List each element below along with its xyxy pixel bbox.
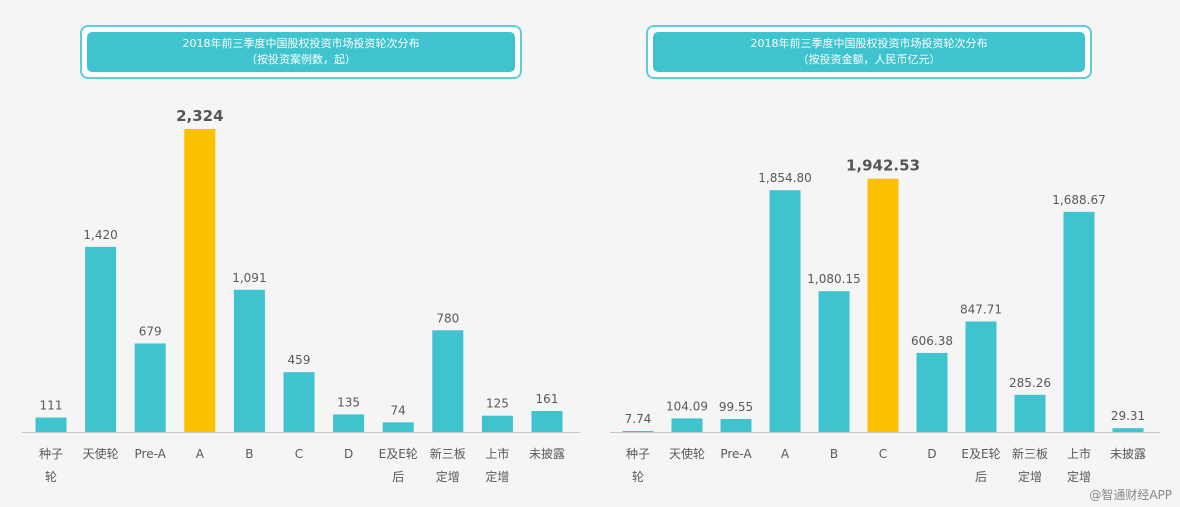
bar-10 (531, 411, 563, 432)
category-label-0-0: 种子 (39, 447, 63, 461)
category-label-4-0: B (830, 447, 838, 461)
chart-subtitle-right: （按投资金额，人民币亿元） (797, 53, 941, 66)
category-label-8-1: 定增 (1018, 469, 1042, 484)
value-label-5: 1,942.53 (846, 157, 920, 175)
bar-9 (1063, 211, 1095, 432)
value-label-0: 111 (40, 399, 63, 413)
value-label-1: 104.09 (666, 399, 708, 413)
chart-title-banner-right: 2018年前三季度中国股权投资市场投资轮次分布 （按投资金额，人民币亿元） (653, 32, 1085, 72)
category-label-0-1: 轮 (45, 470, 57, 484)
bar-6 (333, 414, 365, 432)
chart-title-box-right: 2018年前三季度中国股权投资市场投资轮次分布 （按投资金额，人民币亿元） (646, 25, 1092, 79)
value-label-4: 1,091 (232, 271, 266, 285)
bar-7 (965, 321, 997, 432)
category-label-5-0: C (295, 447, 303, 461)
chart-title-left: 2018年前三季度中国股权投资市场投资轮次分布 (182, 37, 420, 50)
value-label-7: 847.71 (960, 302, 1002, 316)
watermark: @智通财经APP (1089, 488, 1172, 502)
value-label-9: 1,688.67 (1052, 193, 1105, 207)
chart-title-box-left: 2018年前三季度中国股权投资市场投资轮次分布 （按投资案例数，起） (80, 25, 522, 79)
bar-5 (283, 372, 315, 432)
category-label-9-1: 定增 (1067, 469, 1091, 484)
category-label-1-0: 天使轮 (83, 446, 119, 461)
value-label-6: 135 (337, 395, 360, 409)
bar-8 (432, 330, 464, 432)
value-label-5: 459 (288, 353, 311, 367)
value-label-8: 285.26 (1009, 376, 1051, 390)
category-label-7-0: E及E轮 (379, 447, 418, 461)
category-label-0-1: 轮 (632, 470, 644, 484)
category-label-10-0: 未披露 (1110, 447, 1146, 461)
chart-subtitle-left: （按投资案例数，起） (246, 53, 356, 66)
category-label-2-0: Pre-A (135, 447, 167, 461)
value-label-9: 125 (486, 397, 509, 411)
category-label-3-0: A (196, 447, 205, 461)
category-label-7-1: 后 (392, 470, 404, 484)
bar-4 (233, 289, 265, 432)
category-label-9-0: 上市 (485, 446, 509, 461)
category-label-5-0: C (879, 447, 887, 461)
category-label-7-0: E及E轮 (961, 447, 1000, 461)
category-label-2-0: Pre-A (720, 447, 752, 461)
chart-title-right: 2018年前三季度中国股权投资市场投资轮次分布 (750, 37, 988, 50)
category-label-6-0: D (344, 447, 353, 461)
category-label-8-0: 新三板 (1012, 446, 1048, 461)
bar-1 (85, 246, 117, 432)
bar-0 (622, 430, 654, 432)
bar-10 (1112, 428, 1144, 432)
bar-chart-left: 111 种子轮 1,420 天使轮 679 Pre-A 2,324 A 1,091 B 459 C 13… (22, 107, 580, 484)
category-label-3-0: A (781, 447, 790, 461)
value-label-8: 780 (436, 311, 459, 325)
category-label-0-0: 种子 (626, 447, 650, 461)
value-label-3: 1,854.80 (758, 171, 811, 185)
value-label-2: 679 (139, 324, 162, 338)
bar-2 (134, 343, 166, 432)
value-label-10: 161 (536, 392, 559, 406)
category-label-4-0: B (245, 447, 253, 461)
value-label-6: 606.38 (911, 334, 953, 348)
value-label-1: 1,420 (83, 228, 117, 242)
value-label-2: 99.55 (719, 400, 753, 414)
value-label-4: 1,080.15 (807, 272, 860, 286)
value-label-3: 2,324 (176, 107, 223, 125)
bar-3 (769, 190, 801, 432)
category-label-6-0: D (927, 447, 936, 461)
category-label-9-0: 上市 (1067, 446, 1091, 461)
bar-8 (1014, 394, 1046, 432)
value-label-10: 29.31 (1111, 409, 1145, 423)
bar-2 (720, 419, 752, 432)
bar-3 (184, 129, 216, 432)
bar-5 (867, 178, 899, 432)
value-label-7: 74 (391, 403, 406, 417)
bar-7 (382, 422, 414, 432)
bar-0 (35, 417, 67, 432)
category-label-9-1: 定增 (485, 469, 509, 484)
category-label-10-0: 未披露 (529, 447, 565, 461)
bar-1 (671, 418, 703, 432)
category-label-8-1: 定增 (436, 469, 460, 484)
value-label-0: 7.74 (625, 412, 652, 426)
bar-9 (481, 415, 513, 432)
category-label-7-1: 后 (975, 470, 987, 484)
bar-4 (818, 291, 850, 432)
chart-title-banner-left: 2018年前三季度中国股权投资市场投资轮次分布 （按投资案例数，起） (87, 32, 515, 72)
bar-6 (916, 352, 948, 432)
category-label-1-0: 天使轮 (669, 446, 705, 461)
category-label-8-0: 新三板 (430, 446, 466, 461)
